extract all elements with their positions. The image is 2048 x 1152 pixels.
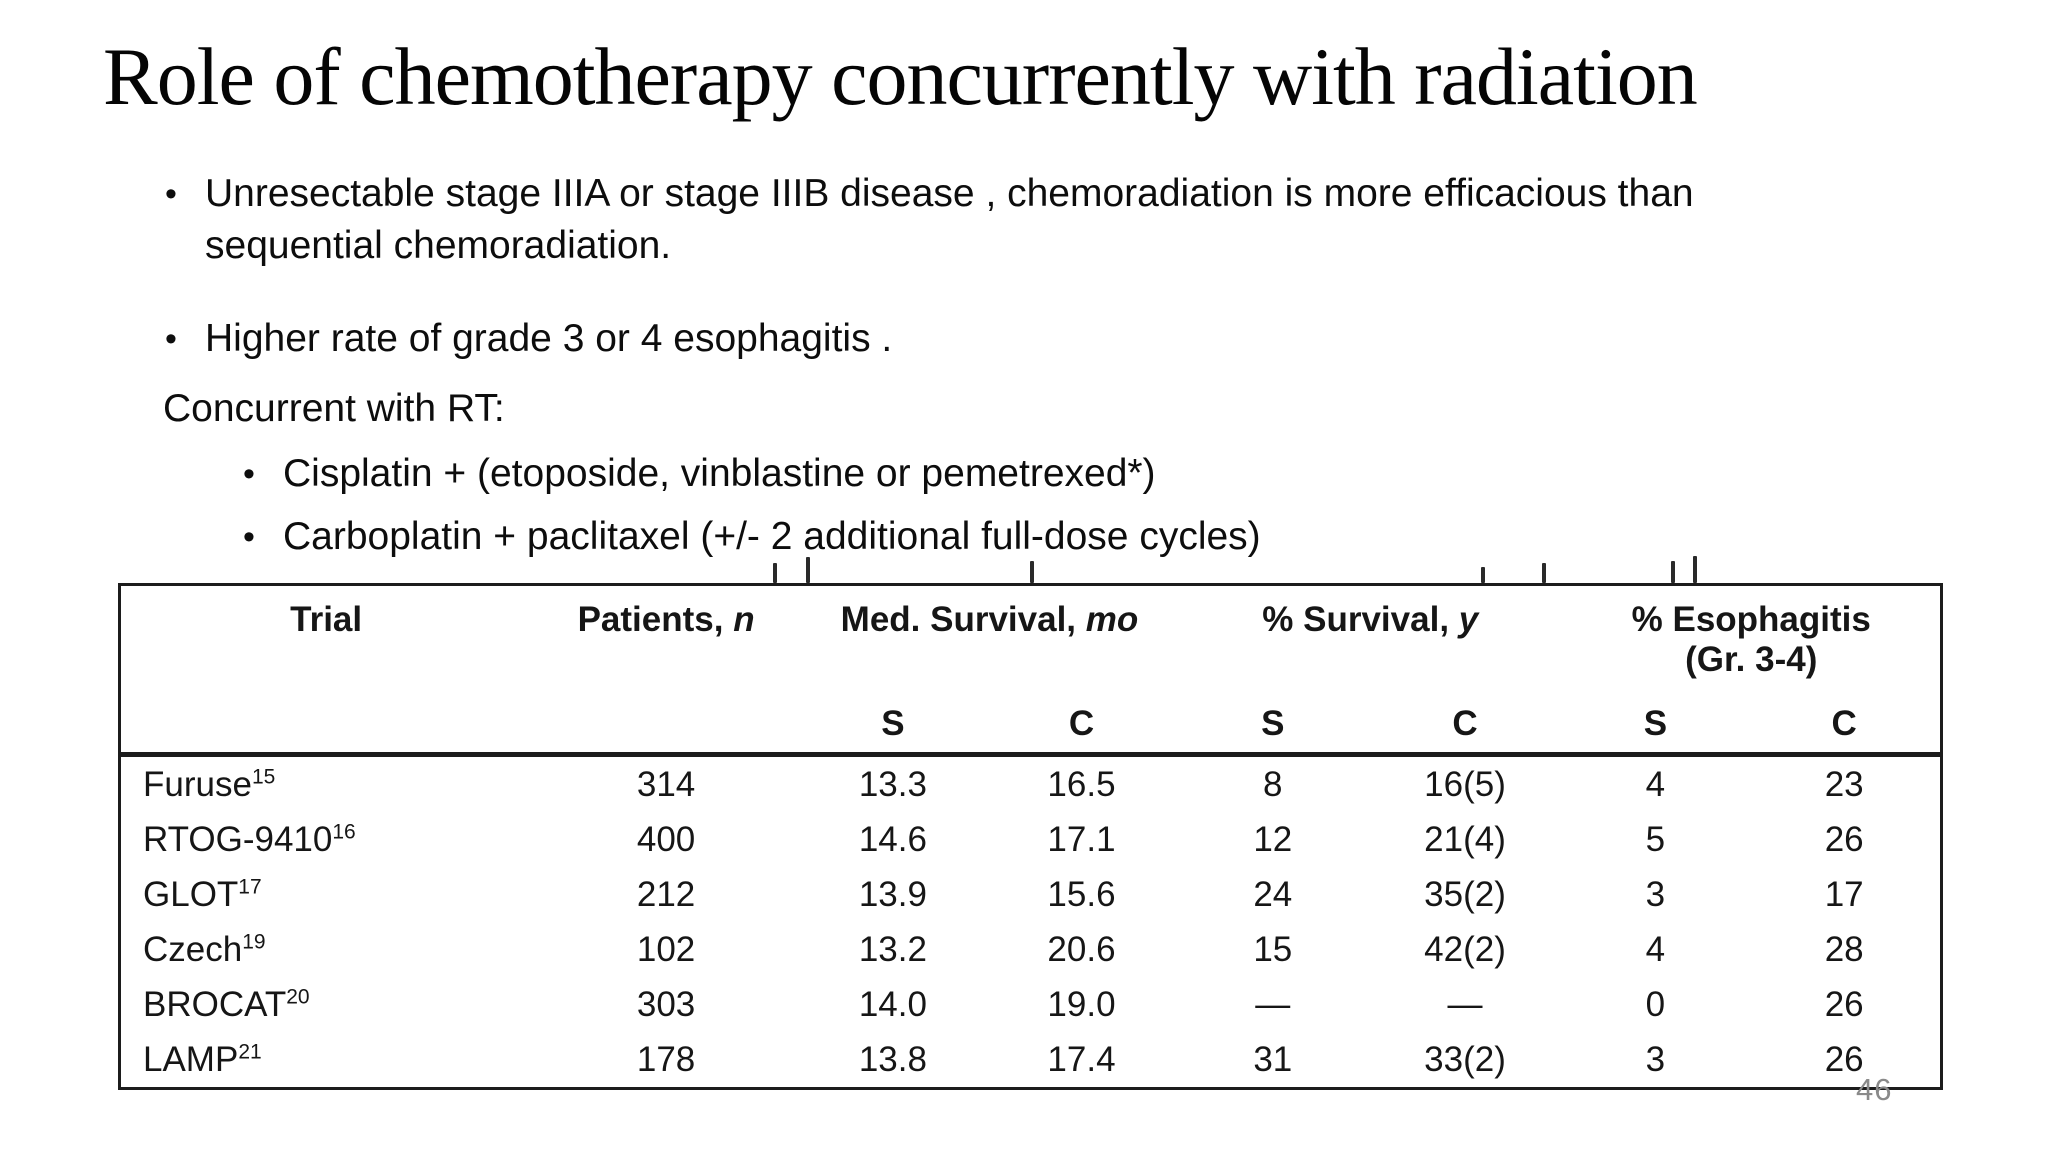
- esophagitis-s: 4: [1645, 764, 1666, 804]
- subheader-c: C: [1367, 692, 1563, 757]
- esophagitis-c: 17: [1824, 874, 1864, 914]
- reference-superscript: 15: [251, 764, 276, 788]
- med-survival-s: 14.0: [858, 984, 927, 1024]
- med-survival-s: 13.3: [858, 764, 927, 804]
- esophagitis-c: 28: [1824, 929, 1864, 969]
- reference-superscript: 17: [238, 874, 262, 898]
- med-survival-c: 17.1: [1047, 819, 1116, 859]
- table-header-row: Trial Patients, n Med. Survival, mo % Su…: [120, 585, 1942, 693]
- pct-survival-c: —: [1447, 984, 1483, 1024]
- esophagitis-c: 26: [1824, 984, 1864, 1024]
- patients-value: 400: [636, 819, 696, 859]
- clipped-text-remnant: [1030, 561, 1034, 583]
- subheader-c: C: [1748, 692, 1942, 757]
- table-row: LAMP21 178 13.8 17.4 31 33(2) 3 26: [120, 1032, 1942, 1089]
- med-survival-c: 20.6: [1047, 929, 1116, 969]
- subheader-s: S: [1562, 692, 1749, 757]
- slide-title: Role of chemotherapy concurrently with r…: [103, 31, 1698, 122]
- pct-survival-s: 31: [1253, 1039, 1293, 1079]
- sub-bullet-item: • Carboplatin + paclitaxel (+/- 2 additi…: [243, 511, 1643, 563]
- esophagitis-s: 3: [1645, 1039, 1666, 1079]
- bullet-icon: •: [243, 518, 255, 556]
- pct-survival-c: 33(2): [1424, 1039, 1506, 1079]
- trial-name: RTOG-941016: [143, 819, 356, 859]
- trial-name: Furuse15: [143, 764, 276, 804]
- pct-survival-c: 21(4): [1424, 819, 1506, 859]
- pct-survival-c: 35(2): [1424, 874, 1506, 914]
- patients-value: 212: [636, 874, 696, 914]
- sub-bullet-item: • Cisplatin + (etoposide, vinblastine or…: [243, 448, 1643, 500]
- med-survival-s: 13.9: [858, 874, 927, 914]
- subheader-s: S: [800, 692, 985, 757]
- patients-value: 102: [636, 929, 696, 969]
- esophagitis-c: 26: [1824, 819, 1864, 859]
- trial-name: LAMP21: [143, 1039, 262, 1079]
- esophagitis-c: 26: [1824, 1039, 1864, 1079]
- table-row: Furuse15 314 13.3 16.5 8 16(5) 4 23: [120, 755, 1942, 813]
- bullet-item: • Unresectable stage IIIA or stage IIIB …: [165, 168, 1805, 272]
- med-survival-c: 19.0: [1047, 984, 1116, 1024]
- esophagitis-s: 3: [1645, 874, 1666, 914]
- esophagitis-c: 23: [1824, 764, 1864, 804]
- patients-value: 303: [636, 984, 696, 1024]
- reference-superscript: 20: [286, 984, 310, 1008]
- trial-name: BROCAT20: [143, 984, 310, 1024]
- clipped-text-remnant: [1481, 567, 1485, 583]
- trial-name: Czech19: [143, 929, 266, 969]
- col-header-esophagitis: % Esophagitis (Gr. 3-4): [1631, 600, 1871, 679]
- med-survival-c: 15.6: [1047, 874, 1116, 914]
- subheader-c: C: [984, 692, 1179, 757]
- med-survival-c: 16.5: [1047, 764, 1116, 804]
- concurrent-label: Concurrent with RT:: [163, 387, 505, 430]
- reference-superscript: 16: [332, 819, 356, 843]
- pct-survival-s: 15: [1253, 929, 1293, 969]
- pct-survival-s: 24: [1253, 874, 1293, 914]
- esophagitis-s: 0: [1645, 984, 1666, 1024]
- table-row: BROCAT20 303 14.0 19.0 — — 0 26: [120, 977, 1942, 1032]
- sub-bullet-text: Carboplatin + paclitaxel (+/- 2 addition…: [283, 515, 1261, 558]
- pct-survival-s: —: [1255, 984, 1291, 1024]
- table-subheader-row: S C S C S C: [119, 692, 1942, 757]
- bullet-text: Unresectable stage IIIA or stage IIIB di…: [205, 172, 1694, 267]
- patients-value: 178: [636, 1039, 696, 1079]
- subheader-s: S: [1178, 692, 1368, 757]
- reference-superscript: 19: [242, 929, 266, 953]
- bullet-icon: •: [243, 455, 255, 493]
- med-survival-s: 13.2: [858, 929, 927, 969]
- table-row: GLOT17 212 13.9 15.6 24 35(2) 3 17: [120, 867, 1942, 922]
- clipped-text-remnant: [806, 557, 810, 583]
- esophagitis-s: 4: [1645, 929, 1666, 969]
- pct-survival-c: 42(2): [1424, 929, 1506, 969]
- pct-survival-c: 16(5): [1424, 764, 1506, 804]
- clipped-text-remnant: [1542, 563, 1546, 583]
- patients-value: 314: [636, 764, 696, 804]
- table-row: RTOG-941016 400 14.6 17.1 12 21(4) 5 26: [120, 812, 1942, 867]
- med-survival-c: 17.4: [1047, 1039, 1116, 1079]
- col-header-pct-survival: % Survival, y: [1262, 600, 1479, 639]
- clipped-text-remnant: [1693, 556, 1697, 583]
- bullet-item: • Higher rate of grade 3 or 4 esophagiti…: [165, 313, 1805, 365]
- clipped-text-remnant: [773, 563, 777, 583]
- med-survival-s: 14.6: [858, 819, 927, 859]
- esophagitis-s: 5: [1645, 819, 1666, 859]
- trial-name: GLOT17: [143, 874, 262, 914]
- page-number: 46: [1856, 1072, 1893, 1107]
- col-header-med-survival: Med. Survival, mo: [840, 600, 1139, 639]
- clipped-text-remnant: [1671, 561, 1675, 583]
- pct-survival-s: 12: [1253, 819, 1293, 859]
- trials-table: Trial Patients, n Med. Survival, mo % Su…: [118, 583, 1943, 1090]
- bullet-icon: •: [165, 320, 177, 358]
- bullet-text: Higher rate of grade 3 or 4 esophagitis …: [205, 317, 893, 360]
- pct-survival-s: 8: [1263, 764, 1283, 804]
- col-header-trial: Trial: [290, 600, 363, 639]
- col-header-patients: Patients, n: [577, 600, 755, 639]
- reference-superscript: 21: [238, 1039, 262, 1063]
- med-survival-s: 13.8: [858, 1039, 927, 1079]
- sub-bullet-text: Cisplatin + (etoposide, vinblastine or p…: [283, 452, 1156, 495]
- table-row: Czech19 102 13.2 20.6 15 42(2) 4 28: [120, 922, 1942, 977]
- bullet-icon: •: [165, 175, 177, 213]
